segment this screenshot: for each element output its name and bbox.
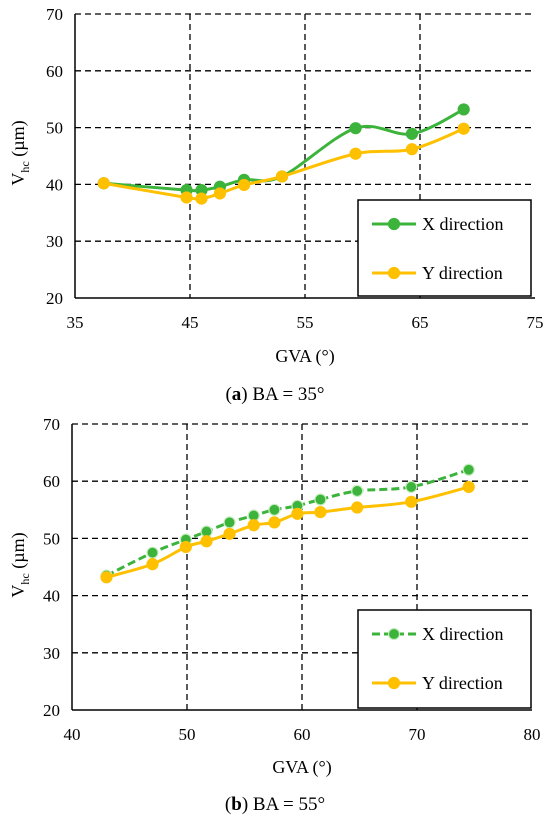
data-point-y-direction: [457, 122, 470, 135]
data-point-y-direction: [195, 192, 208, 205]
chart-b: 40 50 60 70 80 20 30 40 50 60 70 GVA (°) Vhc (µm) X d…: [8, 415, 541, 815]
y-axis-label: Vhc (µm): [8, 532, 32, 597]
data-point-x-direction: [268, 503, 281, 516]
data-point-y-direction: [146, 558, 159, 571]
data-point-y-direction: [291, 507, 304, 520]
data-point-y-direction: [351, 501, 364, 514]
y-tick-label: 70: [46, 5, 63, 24]
data-point-x-direction: [349, 122, 362, 135]
x-tick-label: 55: [297, 313, 314, 332]
legend: X direction Y direction: [357, 609, 532, 709]
legend-label: X direction: [422, 214, 503, 234]
data-point-y-direction: [237, 178, 251, 192]
x-tick-label: 80: [524, 725, 541, 744]
data-point-y-direction: [223, 527, 236, 540]
legend-label: Y direction: [422, 263, 503, 283]
legend-label: X direction: [422, 624, 503, 644]
y-tick-label: 50: [43, 529, 60, 548]
y-tick-label: 30: [46, 232, 63, 251]
data-point-y-direction: [349, 147, 362, 160]
data-point-y-direction: [97, 177, 110, 190]
y-tick-label: 30: [43, 644, 60, 663]
x-tick-label: 75: [527, 313, 544, 332]
data-point-y-direction: [100, 571, 113, 584]
data-point-x-direction: [223, 516, 236, 529]
y-tick-label: 50: [46, 119, 63, 138]
legend-label: Y direction: [422, 673, 503, 693]
x-axis-label: GVA (°): [275, 346, 334, 367]
chart-a: 35 45 55 65 75 20 30 40 50 60 70 GVA (°) Vhc (µm) X d…: [8, 5, 544, 405]
y-tick-label: 70: [43, 415, 60, 434]
y-axis-label: Vhc (µm): [8, 120, 32, 185]
y-tick-label: 60: [46, 62, 63, 81]
y-tick-label: 40: [43, 587, 60, 606]
legend-box: [357, 609, 532, 709]
data-point-x-direction: [351, 484, 364, 498]
data-point-x-direction: [405, 127, 419, 140]
y-tick-label: 40: [46, 175, 63, 194]
legend-swatch-marker: [387, 217, 401, 231]
data-point-x-direction: [314, 493, 327, 506]
data-point-y-direction: [314, 505, 327, 519]
x-axis-label: GVA (°): [272, 757, 331, 778]
data-point-y-direction: [247, 519, 260, 532]
data-point-y-direction: [462, 480, 475, 494]
legend-swatch-marker: [387, 676, 401, 690]
data-point-y-direction: [180, 191, 193, 204]
data-point-y-direction: [268, 516, 281, 529]
data-point-x-direction: [457, 103, 470, 116]
legend-swatch-marker: [387, 266, 401, 280]
y-tick-label: 60: [43, 472, 60, 491]
legend-swatch-marker: [387, 627, 401, 641]
x-tick-label: 65: [412, 313, 429, 332]
legend: X direction Y direction: [357, 199, 532, 297]
x-tick-label: 70: [409, 725, 426, 744]
caption: (b) BA = 55°: [225, 794, 325, 815]
data-point-x-direction: [462, 463, 475, 476]
data-point-y-direction: [213, 187, 226, 200]
x-tick-label: 35: [67, 313, 84, 332]
caption: (a) BA = 35°: [225, 384, 324, 405]
y-tick-label: 20: [46, 289, 63, 308]
data-point-y-direction: [200, 535, 213, 548]
x-tick-label: 45: [182, 313, 199, 332]
data-point-y-direction: [179, 540, 192, 554]
data-point-y-direction: [405, 495, 418, 508]
data-point-x-direction: [405, 480, 418, 494]
legend-box: [357, 199, 532, 297]
data-point-y-direction: [405, 143, 419, 156]
y-tick-label: 20: [43, 701, 60, 720]
x-tick-label: 60: [294, 725, 311, 744]
x-tick-label: 40: [64, 725, 81, 744]
data-point-x-direction: [146, 546, 159, 559]
data-point-y-direction: [275, 170, 289, 183]
x-tick-label: 50: [179, 725, 196, 744]
